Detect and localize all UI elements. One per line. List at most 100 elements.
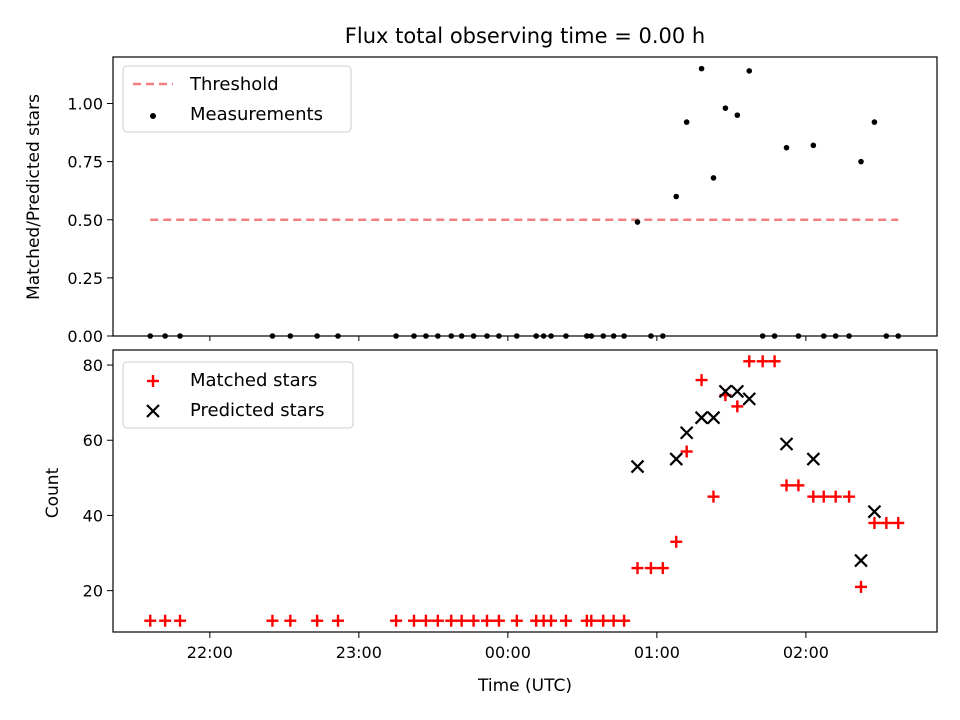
matched-star-marker bbox=[559, 614, 572, 627]
top-legend-box bbox=[122, 65, 352, 133]
matched-star-marker bbox=[631, 562, 644, 575]
measurement-point bbox=[783, 144, 790, 151]
matched-star-marker bbox=[743, 355, 756, 368]
matched-star-marker bbox=[510, 614, 523, 627]
matched-star-marker bbox=[174, 614, 187, 627]
matched-star-marker bbox=[656, 562, 669, 575]
predicted-star-marker bbox=[679, 425, 694, 440]
measurement-point bbox=[734, 112, 741, 118]
measurement-point bbox=[634, 219, 641, 225]
x-tick-label: 22:00 bbox=[187, 643, 233, 662]
matched-star-marker bbox=[817, 490, 830, 503]
x-tick-label: 02:00 bbox=[783, 643, 829, 662]
bottom-y-axis-ticks: 20 40 60 80 bbox=[83, 356, 113, 601]
matched-star-marker bbox=[284, 614, 297, 627]
legend-predicted-label: Predicted stars bbox=[190, 400, 324, 421]
matched-star-marker bbox=[731, 400, 744, 413]
matched-star-marker bbox=[644, 562, 657, 575]
predicted-star-marker bbox=[694, 410, 709, 425]
figure-title: Flux total observing time = 0.00 h bbox=[345, 24, 705, 48]
measurement-point bbox=[871, 119, 878, 125]
predicted-star-marker bbox=[854, 553, 868, 568]
measurement-point bbox=[722, 105, 729, 111]
top-panel: 0.00 0.25 0.50 0.75 1.00 Matched/Predicted s… bbox=[24, 56, 938, 346]
legend-predicted-swatch bbox=[146, 404, 160, 418]
matched-star-marker bbox=[868, 516, 881, 529]
matched-star-marker bbox=[407, 614, 420, 627]
top-axes-frame bbox=[112, 56, 938, 337]
legend-matched-swatch bbox=[147, 375, 159, 387]
matched-star-marker bbox=[829, 490, 842, 503]
bottom-x-axis-ticks: 22:00 23:00 00:00 01:00 02:00 bbox=[187, 632, 829, 662]
bottom-legend: Matched stars Predicted stars bbox=[122, 361, 354, 429]
y-tick-label: 60 bbox=[83, 431, 103, 450]
legend-threshold-label: Threshold bbox=[189, 74, 279, 95]
matched-star-marker bbox=[680, 445, 693, 458]
predicted-star-marker bbox=[867, 504, 882, 519]
y-tick-label: 0.50 bbox=[67, 211, 103, 230]
x-tick-label: 01:00 bbox=[634, 643, 680, 662]
matched-star-marker bbox=[618, 614, 631, 627]
matched-star-marker bbox=[855, 580, 868, 593]
y-tick-label: 0.00 bbox=[67, 327, 103, 346]
matched-star-marker bbox=[390, 614, 403, 627]
matched-star-marker bbox=[159, 614, 172, 627]
measurement-point bbox=[858, 158, 864, 165]
predicted-star-marker bbox=[706, 410, 721, 425]
matched-star-marker bbox=[880, 516, 893, 529]
bottom-y-axis-label: Count bbox=[43, 467, 63, 518]
matched-star-marker bbox=[707, 490, 720, 503]
bottom-x-axis-label: Time (UTC) bbox=[477, 676, 572, 696]
matched-star-marker bbox=[481, 614, 494, 627]
y-tick-label: 0.25 bbox=[67, 269, 103, 288]
y-tick-label: 40 bbox=[83, 506, 103, 525]
measurement-point bbox=[683, 119, 690, 125]
top-legend: Threshold Measurements bbox=[122, 65, 352, 133]
y-tick-label: 20 bbox=[83, 582, 103, 601]
measurement-point bbox=[673, 193, 680, 200]
predicted-star-marker bbox=[742, 392, 757, 406]
measurement-point bbox=[710, 175, 717, 181]
matched-star-marker bbox=[670, 535, 683, 548]
y-tick-label: 80 bbox=[83, 356, 103, 375]
matched-star-marker bbox=[892, 516, 905, 529]
predicted-star-marker bbox=[779, 437, 794, 451]
bottom-plot-marks bbox=[144, 355, 905, 627]
x-tick-label: 23:00 bbox=[336, 643, 382, 662]
matched-star-marker bbox=[331, 614, 344, 627]
bottom-axes-frame bbox=[112, 349, 938, 633]
matched-star-marker bbox=[431, 614, 444, 627]
matched-star-marker bbox=[768, 355, 781, 368]
measurement-point bbox=[810, 142, 817, 149]
top-x-axis-ticks bbox=[209, 336, 807, 341]
matched-star-marker bbox=[607, 614, 620, 627]
matched-star-marker bbox=[455, 614, 468, 627]
matched-star-marker bbox=[585, 614, 598, 627]
measurement-point bbox=[746, 68, 753, 74]
matched-star-marker bbox=[311, 614, 324, 627]
predicted-star-marker bbox=[730, 384, 745, 399]
matched-star-marker bbox=[792, 479, 805, 492]
legend-measurements-swatch bbox=[150, 113, 156, 119]
matched-star-marker bbox=[144, 614, 157, 627]
bottom-panel: 20 40 60 80 22:00 23:00 00:00 01:00 02:00 Count… bbox=[43, 349, 938, 696]
matched-star-marker bbox=[492, 614, 505, 627]
matched-star-marker bbox=[780, 479, 793, 492]
y-tick-label: 0.75 bbox=[67, 153, 103, 172]
x-tick-label: 00:00 bbox=[485, 643, 531, 662]
matched-star-marker bbox=[807, 490, 820, 503]
matched-star-marker bbox=[695, 374, 708, 387]
predicted-star-marker bbox=[669, 452, 684, 466]
measurement-point bbox=[698, 65, 705, 72]
matched-star-marker bbox=[266, 614, 279, 627]
top-y-axis-label: Matched/Predicted stars bbox=[24, 94, 44, 300]
predicted-star-marker bbox=[806, 452, 821, 466]
matched-star-marker bbox=[756, 355, 769, 368]
legend-measurements-label: Measurements bbox=[190, 104, 323, 125]
y-tick-label: 1.00 bbox=[67, 95, 103, 114]
predicted-star-marker bbox=[718, 384, 733, 399]
legend-matched-label: Matched stars bbox=[190, 370, 317, 391]
bottom-legend-box bbox=[122, 361, 354, 429]
matched-star-marker bbox=[597, 614, 610, 627]
